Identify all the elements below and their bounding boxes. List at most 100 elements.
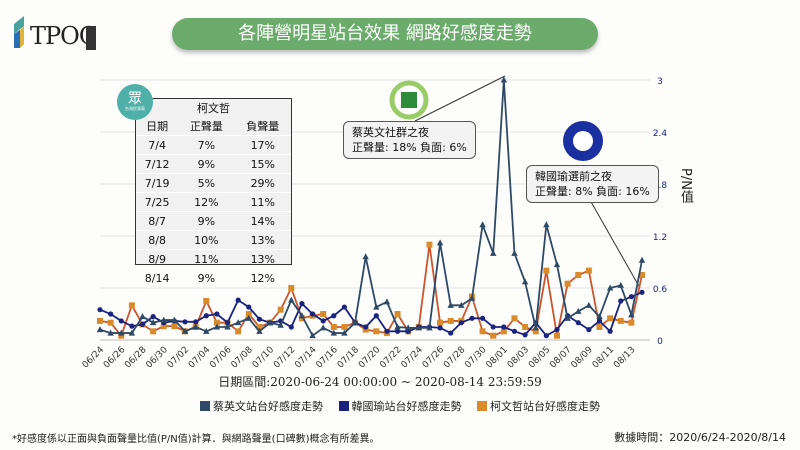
data-point-ko xyxy=(213,319,220,326)
data-point-tsai xyxy=(383,298,391,305)
data-point-ko xyxy=(256,324,263,330)
data-point-ko xyxy=(150,328,157,335)
data-point-tsai xyxy=(234,319,242,326)
data-point-han xyxy=(458,320,464,326)
data-point-tsai xyxy=(543,221,550,228)
legend-label: 蔡英文站台好感度走勢 xyxy=(213,400,323,413)
data-point-ko xyxy=(617,317,624,324)
badge-subtitle: 台灣民眾黨 xyxy=(125,106,145,111)
table-cell: 8/14 xyxy=(144,271,170,285)
data-point-tsai xyxy=(426,324,433,331)
table-cell: 15% xyxy=(250,157,276,171)
data-point-ko xyxy=(490,332,497,339)
data-point-han xyxy=(469,315,475,321)
annotation-han: 韓國瑜選前之夜 正聲量: 8% 負面: 16% xyxy=(526,165,659,203)
table-cell: 29% xyxy=(250,176,276,190)
data-point-han xyxy=(331,313,337,319)
data-point-han xyxy=(139,321,146,327)
data-point-tsai xyxy=(309,332,316,339)
table-row: 7/19 5% 29% xyxy=(136,173,291,193)
x-tick-label: 07/24 xyxy=(400,345,426,371)
data-point-han xyxy=(118,318,124,324)
data-point-ko xyxy=(118,332,125,339)
y-axis-title: P/N值 xyxy=(678,168,693,203)
data-point-han xyxy=(586,327,592,333)
data-point-ko xyxy=(553,332,560,339)
x-tick-label: 08/13 xyxy=(612,345,637,370)
x-tick-label: 07/16 xyxy=(315,345,341,371)
data-point-han xyxy=(150,314,156,320)
x-tick-label: 06/24 xyxy=(81,345,107,371)
data-point-tsai xyxy=(447,301,454,308)
y-tick-label: 2.4 xyxy=(653,129,668,139)
table-cell: 12% xyxy=(194,195,219,209)
table-row: 7/25 12% 11% xyxy=(136,192,291,212)
data-point-tsai xyxy=(564,314,571,321)
data-point-tsai xyxy=(575,307,582,314)
legend-swatch xyxy=(200,401,210,411)
data-point-ko xyxy=(107,319,114,326)
data-point-han xyxy=(384,328,390,334)
col-header: 負聲量 xyxy=(246,120,280,133)
x-tick-label: 08/01 xyxy=(485,345,510,370)
x-tick-label: 07/02 xyxy=(166,345,191,370)
table-cell: 9% xyxy=(197,271,216,285)
data-point-tsai xyxy=(266,319,274,326)
series-line-han xyxy=(99,291,643,337)
table-row: 8/14 9% 12% xyxy=(136,268,291,288)
legend: 蔡英文站台好感度走勢 韓國瑜站台好感度走勢 柯文哲站台好感度走勢 xyxy=(0,398,800,414)
col-header: 正聲量 xyxy=(189,120,223,133)
data-point-tsai xyxy=(319,324,327,331)
data-point-han xyxy=(108,311,114,317)
legend-item-han[interactable]: 韓國瑜站台好感度走勢 xyxy=(338,400,462,413)
data-point-ko xyxy=(543,267,550,274)
legend-item-ko[interactable]: 柯文哲站台好感度走勢 xyxy=(477,400,600,413)
x-tick-label: 07/30 xyxy=(463,345,489,371)
table-cell: 5% xyxy=(197,176,216,190)
table-cell: 9% xyxy=(197,214,216,228)
x-tick-label: 07/12 xyxy=(272,345,297,370)
table-cell: 10% xyxy=(194,233,219,247)
table-row: 8/7 9% 14% xyxy=(136,211,291,231)
x-tick-label: 07/18 xyxy=(336,345,362,371)
data-point-tsai xyxy=(245,314,252,321)
table-cell: 14% xyxy=(250,214,276,228)
y-tick-label: 1.8 xyxy=(653,181,668,191)
table-cell: 7/19 xyxy=(144,176,170,190)
data-point-tsai xyxy=(213,323,221,330)
annotation-text: 正聲量: 18% 負面: 6% xyxy=(352,141,467,154)
data-point-ko xyxy=(128,302,135,309)
data-point-han xyxy=(224,320,231,326)
col-header: 日期 xyxy=(146,120,169,133)
table-cell: 11% xyxy=(250,195,276,209)
data-point-tsai xyxy=(415,324,423,331)
data-point-ko xyxy=(277,306,284,313)
data-point-tsai xyxy=(585,301,593,308)
table-cell: 9% xyxy=(197,157,216,171)
data-point-tsai xyxy=(511,249,518,256)
x-tick-label: 08/09 xyxy=(570,345,596,371)
data-point-tsai xyxy=(404,324,412,331)
data-point-tsai xyxy=(479,221,486,228)
table-cell: 7% xyxy=(197,138,216,152)
data-point-han xyxy=(554,327,560,333)
data-point-han xyxy=(501,324,507,330)
data-point-tsai xyxy=(500,76,508,83)
data-point-han xyxy=(309,311,316,317)
data-point-tsai xyxy=(521,278,529,285)
data-point-han xyxy=(511,328,518,334)
data-point-ko xyxy=(585,267,592,274)
data-point-han xyxy=(363,324,369,330)
x-tick-label: 07/08 xyxy=(229,345,255,371)
data-point-tsai xyxy=(149,319,157,326)
x-tick-label: 07/10 xyxy=(251,345,277,371)
table-row: 8/9 11% 13% xyxy=(136,249,291,269)
data-point-tsai xyxy=(288,296,295,303)
x-tick-label: 07/20 xyxy=(357,345,383,371)
data-point-tsai xyxy=(96,326,104,333)
data-point-han xyxy=(256,316,263,322)
data-point-han xyxy=(522,332,528,338)
legend-item-tsai[interactable]: 蔡英文站台好感度走勢 xyxy=(200,400,323,413)
data-point-tsai xyxy=(638,256,646,263)
